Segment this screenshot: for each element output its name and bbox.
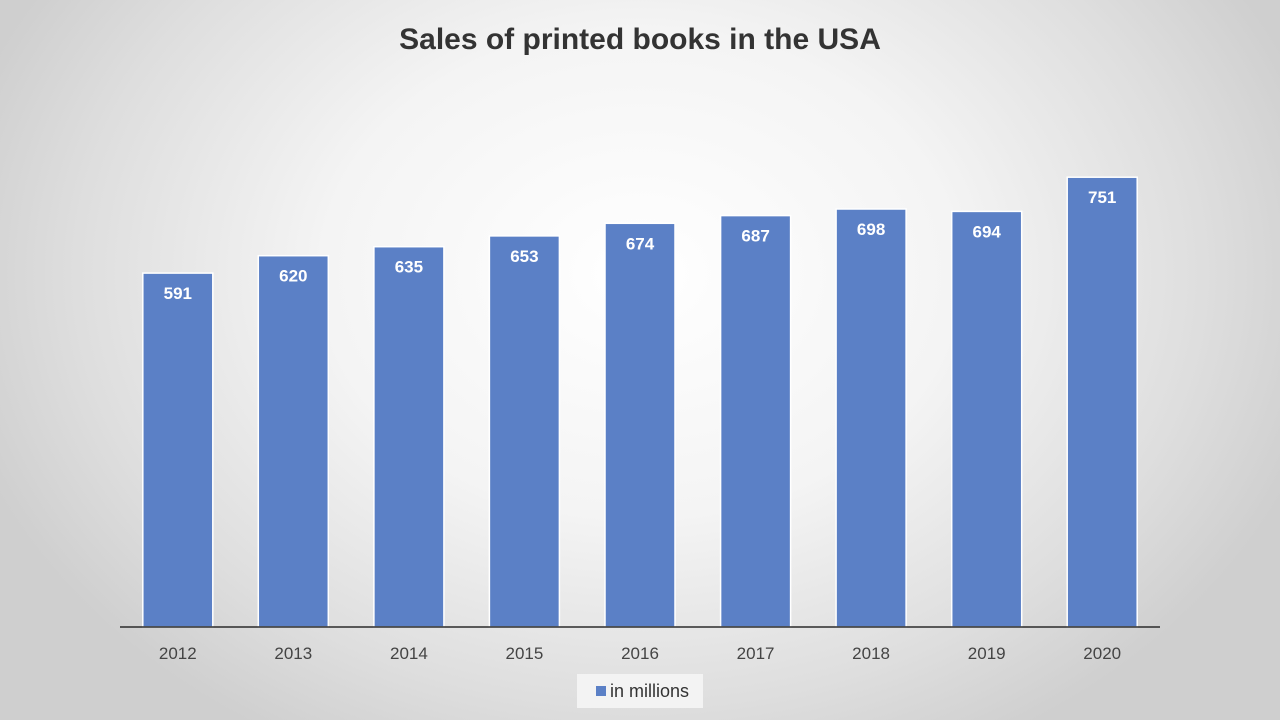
bar-2015 [488, 235, 561, 628]
legend-label: in millions [610, 681, 689, 701]
data-label-2018: 698 [857, 220, 885, 239]
bar-2014 [373, 245, 445, 628]
data-label-2015: 653 [510, 247, 538, 266]
legend: in millions [577, 674, 703, 708]
data-label-2012: 591 [164, 284, 192, 303]
data-label-2017: 687 [741, 227, 769, 246]
legend-swatch-icon [596, 686, 606, 696]
bar-2013 [257, 254, 330, 628]
x-tick-label-2018: 2018 [852, 644, 890, 663]
x-tick-label-2015: 2015 [505, 644, 543, 663]
data-label-2019: 694 [973, 222, 1002, 241]
bar-2012 [142, 272, 214, 628]
bar-2017 [719, 214, 792, 628]
data-label-2013: 620 [279, 267, 307, 286]
x-tick-label-2014: 2014 [390, 644, 428, 663]
x-tick-label-2017: 2017 [737, 644, 775, 663]
bar-2016 [604, 222, 676, 628]
x-tick-labels: 2012 2013 2014 2015 2016 2017 2018 2019 2020 [159, 644, 1121, 663]
data-label-2016: 674 [626, 234, 655, 253]
bar-2019 [950, 210, 1023, 628]
x-tick-label-2016: 2016 [621, 644, 659, 663]
bars-group: 591 620 635 653 674 687 698 694 751 [142, 176, 1138, 628]
bar-2018 [835, 208, 907, 628]
chart-title: Sales of printed books in the USA [399, 23, 881, 56]
x-tick-label-2020: 2020 [1083, 644, 1121, 663]
x-tick-label-2012: 2012 [159, 644, 197, 663]
data-label-2020: 751 [1088, 188, 1116, 207]
data-label-2014: 635 [395, 258, 423, 277]
x-tick-label-2013: 2013 [274, 644, 312, 663]
x-tick-label-2019: 2019 [968, 644, 1006, 663]
bar-2020 [1066, 176, 1138, 628]
